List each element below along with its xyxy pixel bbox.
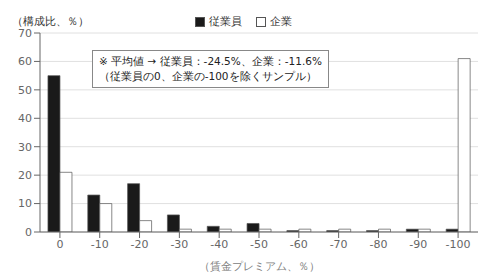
svg-text:0: 0: [25, 226, 32, 239]
svg-text:-80: -80: [369, 238, 387, 251]
html-text:（構成比、％）: （構成比、％）: [12, 15, 89, 28]
svg-text:20: 20: [18, 169, 32, 182]
svg-text:60: 60: [18, 55, 32, 68]
svg-text:40: 40: [18, 112, 32, 125]
svg-text:-10: -10: [91, 238, 109, 251]
html-text:企業: 企業: [269, 15, 292, 28]
svg-text:-100: -100: [446, 238, 471, 251]
svg-text:0: 0: [56, 238, 63, 251]
svg-text:（賃金プレミアム、％）: （賃金プレミアム、％）: [199, 260, 320, 272]
svg-text:-40: -40: [210, 238, 228, 251]
svg-text:-70: -70: [330, 238, 348, 251]
svg-text:30: 30: [18, 141, 32, 154]
svg-text:-50: -50: [250, 238, 268, 251]
svg-text:50: 50: [18, 84, 32, 97]
html-text:※ 平均値 → 従業員：-24.5%、企業：-11.6%: ※ 平均値 → 従業員：-24.5%、企業：-11.6%: [99, 55, 322, 67]
svg-text:10: 10: [18, 197, 32, 210]
svg-text:-60: -60: [290, 238, 308, 251]
svg-text:-20: -20: [131, 238, 149, 251]
svg-text:70: 70: [18, 27, 32, 40]
html-text:従業員: 従業員: [208, 15, 242, 28]
svg-text:-90: -90: [409, 238, 427, 251]
svg-text:-30: -30: [170, 238, 188, 251]
html-text:（従業員の0、企業の-100を除くサンプル）: （従業員の0、企業の-100を除くサンプル）: [99, 70, 317, 82]
